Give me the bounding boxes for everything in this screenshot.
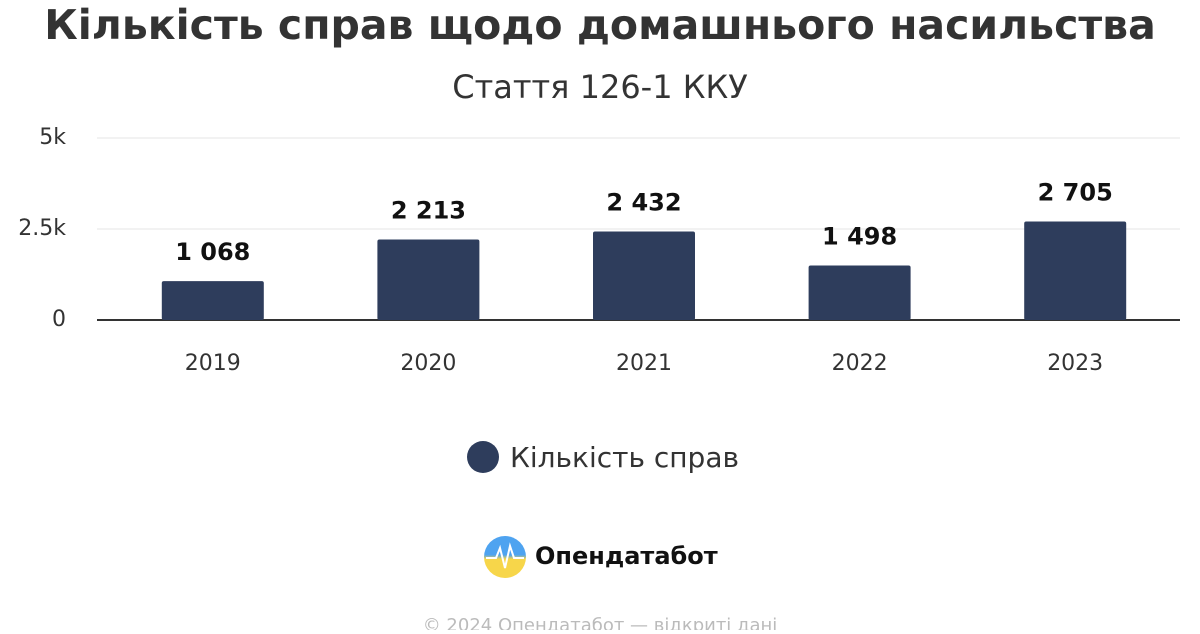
bar <box>808 265 911 320</box>
x-tick-label: 2021 <box>616 351 672 376</box>
legend-marker <box>467 441 499 473</box>
logo-pulse <box>486 542 524 569</box>
chart-subtitle: Стаття 126-1 ККУ <box>452 68 747 106</box>
y-tick-label: 5k <box>39 125 66 150</box>
x-tick-label: 2020 <box>400 351 456 376</box>
value-label: 2 705 <box>1038 179 1113 207</box>
bar <box>593 231 695 320</box>
chart-title: Кількість справ щодо домашнього насильст… <box>44 1 1156 49</box>
y-tick-label: 0 <box>52 307 66 332</box>
x-tick-label: 2022 <box>832 351 888 376</box>
logo: Опендатабот <box>484 536 718 578</box>
x-tick-label: 2023 <box>1047 351 1103 376</box>
value-label: 2 432 <box>606 188 681 216</box>
value-label: 2 213 <box>391 196 466 224</box>
bar <box>1024 221 1127 320</box>
value-label: 1 498 <box>822 222 897 250</box>
y-tick-label: 2.5k <box>18 216 66 241</box>
footer: © 2024 Опендатабот — відкриті дані <box>423 615 778 630</box>
bar <box>377 239 480 320</box>
value-label: 1 068 <box>175 238 250 266</box>
x-tick-label: 2019 <box>185 351 241 376</box>
logo-icon <box>484 536 526 578</box>
legend-label: Кількість справ <box>510 441 739 474</box>
logo-text: Опендатабот <box>535 542 718 570</box>
bar <box>161 281 264 320</box>
